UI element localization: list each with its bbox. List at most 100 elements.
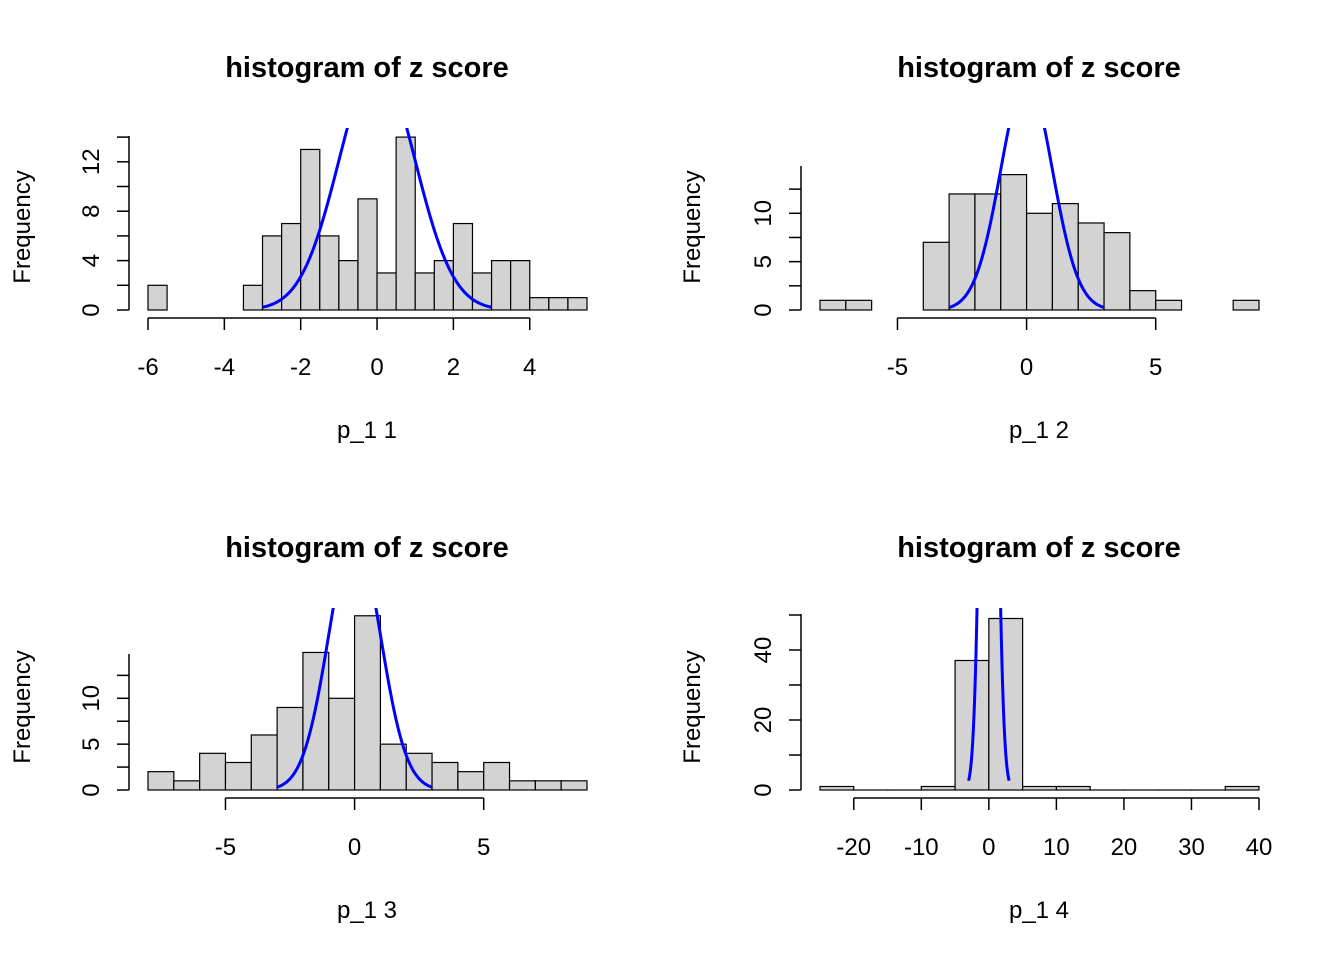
histogram-bar — [1103, 232, 1131, 311]
histogram-bar — [395, 136, 416, 311]
histogram-bar — [490, 260, 512, 311]
histogram-bar — [920, 785, 956, 791]
y-tick-label: 10 — [750, 200, 777, 227]
x-tick-label: 20 — [1111, 834, 1138, 861]
x-tick-label: 10 — [1043, 834, 1070, 861]
x-tick-label: 0 — [982, 834, 995, 861]
y-tick-label: 5 — [78, 737, 105, 750]
x-tick-label: -5 — [887, 354, 908, 381]
histogram-bar — [948, 193, 976, 311]
histogram-bar — [242, 284, 264, 311]
x-tick-label: -20 — [836, 834, 871, 861]
histogram-bar — [147, 284, 168, 311]
histogram-bar — [261, 235, 283, 311]
histogram-panel-2: -5 0 5 0 5 10 histogram of z score p_1 2 Frequen… — [679, 52, 1260, 444]
y-tick-label: 20 — [750, 707, 777, 734]
histogram-bar — [173, 780, 201, 791]
y-tick-label: 5 — [750, 255, 777, 268]
histogram-bar — [379, 743, 407, 791]
histogram-panel-1: -6 -4 -2 0 2 4 0 4 8 12 histogram of z score p_1 1 F… — [9, 52, 588, 444]
x-tick-label: 2 — [447, 354, 460, 381]
y-tick-label: 10 — [78, 685, 105, 712]
x-tick-label: 0 — [370, 354, 383, 381]
histogram-bar — [1077, 222, 1105, 311]
x-tick-label: 5 — [477, 834, 490, 861]
histogram-bar — [1155, 299, 1183, 311]
x-axis-title: p_1 1 — [337, 417, 397, 444]
y-tick-label: 0 — [78, 783, 105, 796]
x-tick-label: 30 — [1178, 834, 1205, 861]
normal-density-curve — [967, 608, 1011, 782]
histogram-bar — [414, 272, 435, 311]
histogram-bar — [534, 780, 562, 791]
histogram-bar — [431, 761, 459, 791]
x-tick-label: -2 — [290, 354, 311, 381]
x-tick-label: 0 — [1020, 354, 1033, 381]
histogram-bar — [328, 697, 356, 791]
histogram-bar — [483, 761, 511, 791]
histogram-bar — [974, 193, 1002, 311]
histogram-bar — [376, 272, 397, 311]
histogram-bar — [508, 780, 536, 791]
normal-density-curve — [262, 128, 492, 309]
x-tick-label: 40 — [1246, 834, 1273, 861]
y-tick-label: 0 — [78, 303, 105, 316]
normal-density-curve — [276, 608, 433, 789]
chart-title: histogram of z score — [897, 532, 1181, 564]
histogram-bar — [560, 780, 588, 791]
histogram-bar — [319, 235, 340, 311]
histogram-bar — [845, 299, 873, 311]
histogram-bar — [819, 299, 847, 311]
histogram-bar — [353, 615, 382, 791]
normal-density-curve — [948, 128, 1105, 309]
x-tick-label: -5 — [215, 834, 236, 861]
histogram-bar — [819, 785, 855, 791]
x-axis-title: p_1 4 — [1009, 897, 1069, 924]
histogram-bar — [1232, 299, 1260, 311]
histogram-bar — [250, 734, 278, 791]
chart-title: histogram of z score — [225, 532, 509, 564]
histogram-bar — [302, 651, 330, 791]
y-axis-title: Frequency — [9, 170, 36, 283]
x-tick-label: 4 — [523, 354, 536, 381]
y-axis-title: Frequency — [679, 650, 706, 763]
histogram-bar — [452, 222, 474, 311]
x-tick-label: 5 — [1149, 354, 1162, 381]
histogram-bar — [1025, 212, 1054, 311]
y-axis-title: Frequency — [679, 170, 706, 283]
x-tick-label: -6 — [137, 354, 158, 381]
histogram-bar — [224, 761, 252, 791]
histogram-bar — [1022, 785, 1057, 791]
histogram-bar — [433, 260, 454, 311]
histogram-bar — [199, 752, 227, 791]
chart-title: histogram of z score — [897, 52, 1181, 84]
histogram-panel-4: -20 -10 0 10 20 30 40 0 20 40 histogram of z score… — [679, 532, 1273, 924]
histogram-bar — [922, 241, 950, 311]
histogram-bar — [147, 771, 175, 791]
histogram-panel-3: -5 0 5 0 5 10 histogram of z score p_1 3 Frequen… — [9, 532, 588, 924]
y-tick-label: 4 — [78, 254, 105, 267]
x-tick-label: -4 — [214, 354, 235, 381]
chart-title: histogram of z score — [225, 52, 509, 84]
x-tick-label: -10 — [904, 834, 939, 861]
histogram-bar — [338, 260, 359, 311]
x-axis-title: p_1 3 — [337, 897, 397, 924]
histogram-bar — [1000, 174, 1028, 311]
histogram-bar — [1224, 785, 1260, 791]
y-tick-label: 0 — [750, 783, 777, 796]
histogram-bar — [567, 297, 588, 311]
histogram-bar — [1051, 203, 1079, 311]
y-tick-label: 8 — [78, 205, 105, 218]
x-axis-title: p_1 2 — [1009, 417, 1069, 444]
histogram-bar — [1055, 785, 1091, 791]
histogram-bar — [457, 771, 485, 791]
histogram-bar — [510, 260, 531, 311]
histogram-bar — [1129, 290, 1157, 311]
histogram-bar — [357, 198, 378, 311]
x-tick-label: 0 — [348, 834, 361, 861]
histogram-bar — [954, 659, 990, 791]
histogram-bar — [548, 297, 569, 311]
histogram-bar — [300, 148, 321, 311]
y-tick-label: 40 — [750, 637, 777, 664]
